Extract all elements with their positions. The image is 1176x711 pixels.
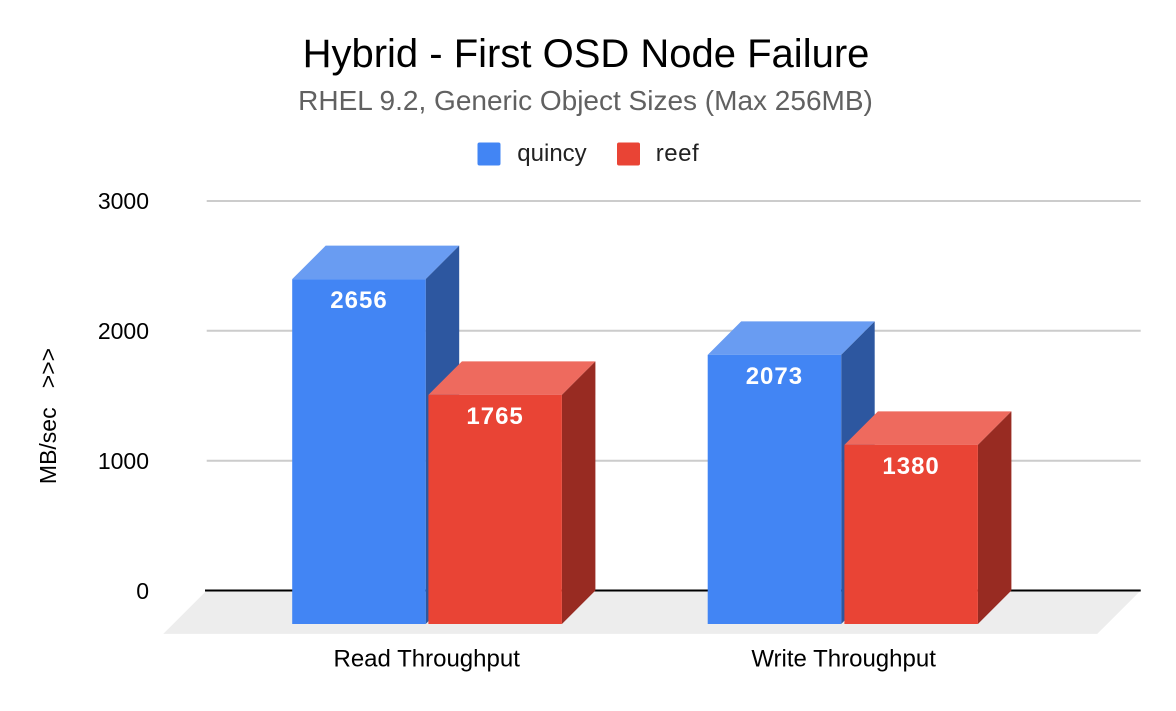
svg-text:Write Throughput: Write Throughput: [751, 645, 936, 672]
svg-text:1000: 1000: [98, 448, 149, 474]
svg-text:RHEL 9.2, Generic Object Sizes: RHEL 9.2, Generic Object Sizes (Max 256M…: [298, 85, 873, 116]
svg-text:Read Throughput: Read Throughput: [334, 645, 521, 672]
svg-text:3000: 3000: [98, 188, 149, 214]
svg-text:2656: 2656: [330, 287, 387, 314]
svg-text:Hybrid - First OSD Node Failur: Hybrid - First OSD Node Failure: [303, 32, 870, 76]
svg-text:2073: 2073: [746, 363, 803, 390]
svg-text:2000: 2000: [98, 318, 149, 344]
svg-text:reef: reef: [656, 140, 699, 167]
svg-text:1765: 1765: [466, 403, 523, 430]
svg-text:MB/sec >>>: MB/sec >>>: [35, 348, 61, 484]
svg-text:quincy: quincy: [517, 140, 586, 167]
svg-text:1380: 1380: [882, 453, 939, 480]
svg-text:0: 0: [136, 578, 149, 604]
